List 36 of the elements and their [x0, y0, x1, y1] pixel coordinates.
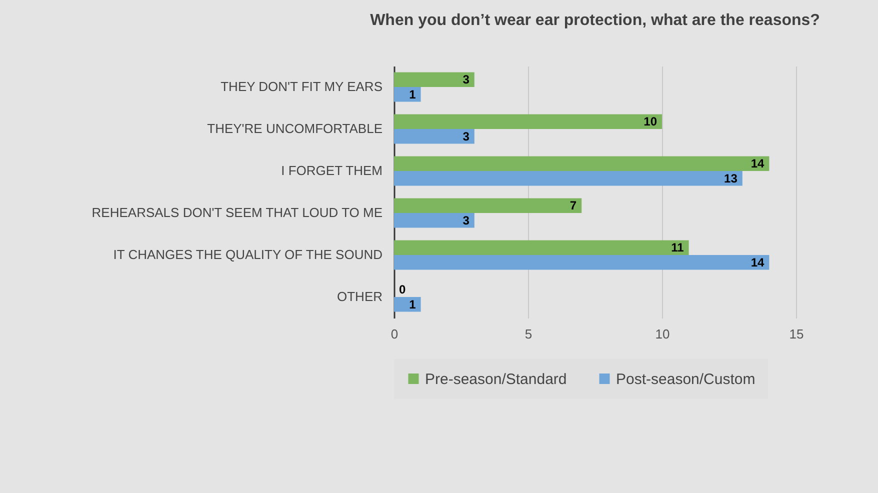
- y-tick-label: THEY'RE UNCOMFORTABLE: [207, 121, 383, 136]
- x-tick-label: 5: [524, 326, 532, 342]
- bar: [394, 114, 662, 129]
- bar: [394, 198, 582, 213]
- data-label: 14: [750, 255, 765, 270]
- bar: [394, 129, 474, 144]
- legend-label: Post-season/Custom: [616, 370, 756, 388]
- bar: [394, 87, 421, 102]
- x-tick-label: 10: [655, 326, 670, 342]
- data-label: 3: [462, 72, 470, 87]
- data-label: 7: [570, 198, 577, 213]
- data-label: 1: [409, 297, 416, 312]
- bar: [394, 213, 474, 228]
- data-label: 3: [462, 213, 470, 228]
- bar: [394, 240, 689, 255]
- y-tick-label: I FORGET THEM: [281, 163, 382, 178]
- data-label: 1: [409, 87, 416, 102]
- x-tick-label: 15: [789, 326, 804, 342]
- y-tick-label: REHEARSALS DON'T SEEM THAT LOUD TO ME: [92, 205, 383, 220]
- y-tick-label: OTHER: [337, 289, 382, 304]
- chart-title: When you don’t wear ear protection, what are the reasons?: [370, 12, 820, 29]
- legend-label: Pre-season/Standard: [425, 370, 567, 388]
- data-label: 10: [644, 114, 658, 129]
- data-label: 14: [750, 156, 765, 171]
- data-label: 3: [462, 129, 470, 144]
- bar: [394, 156, 770, 171]
- y-tick-label: THEY DON'T FIT MY EARS: [220, 79, 383, 94]
- y-tick-label: IT CHANGES THE QUALITY OF THE SOUND: [113, 247, 382, 262]
- data-label: 0: [399, 282, 406, 297]
- bar: [394, 171, 742, 186]
- data-label: 11: [671, 240, 684, 255]
- bar: [394, 72, 474, 87]
- data-label: 13: [724, 171, 738, 186]
- x-tick-label: 0: [390, 326, 398, 342]
- bar: [394, 255, 770, 270]
- bar: [394, 297, 421, 312]
